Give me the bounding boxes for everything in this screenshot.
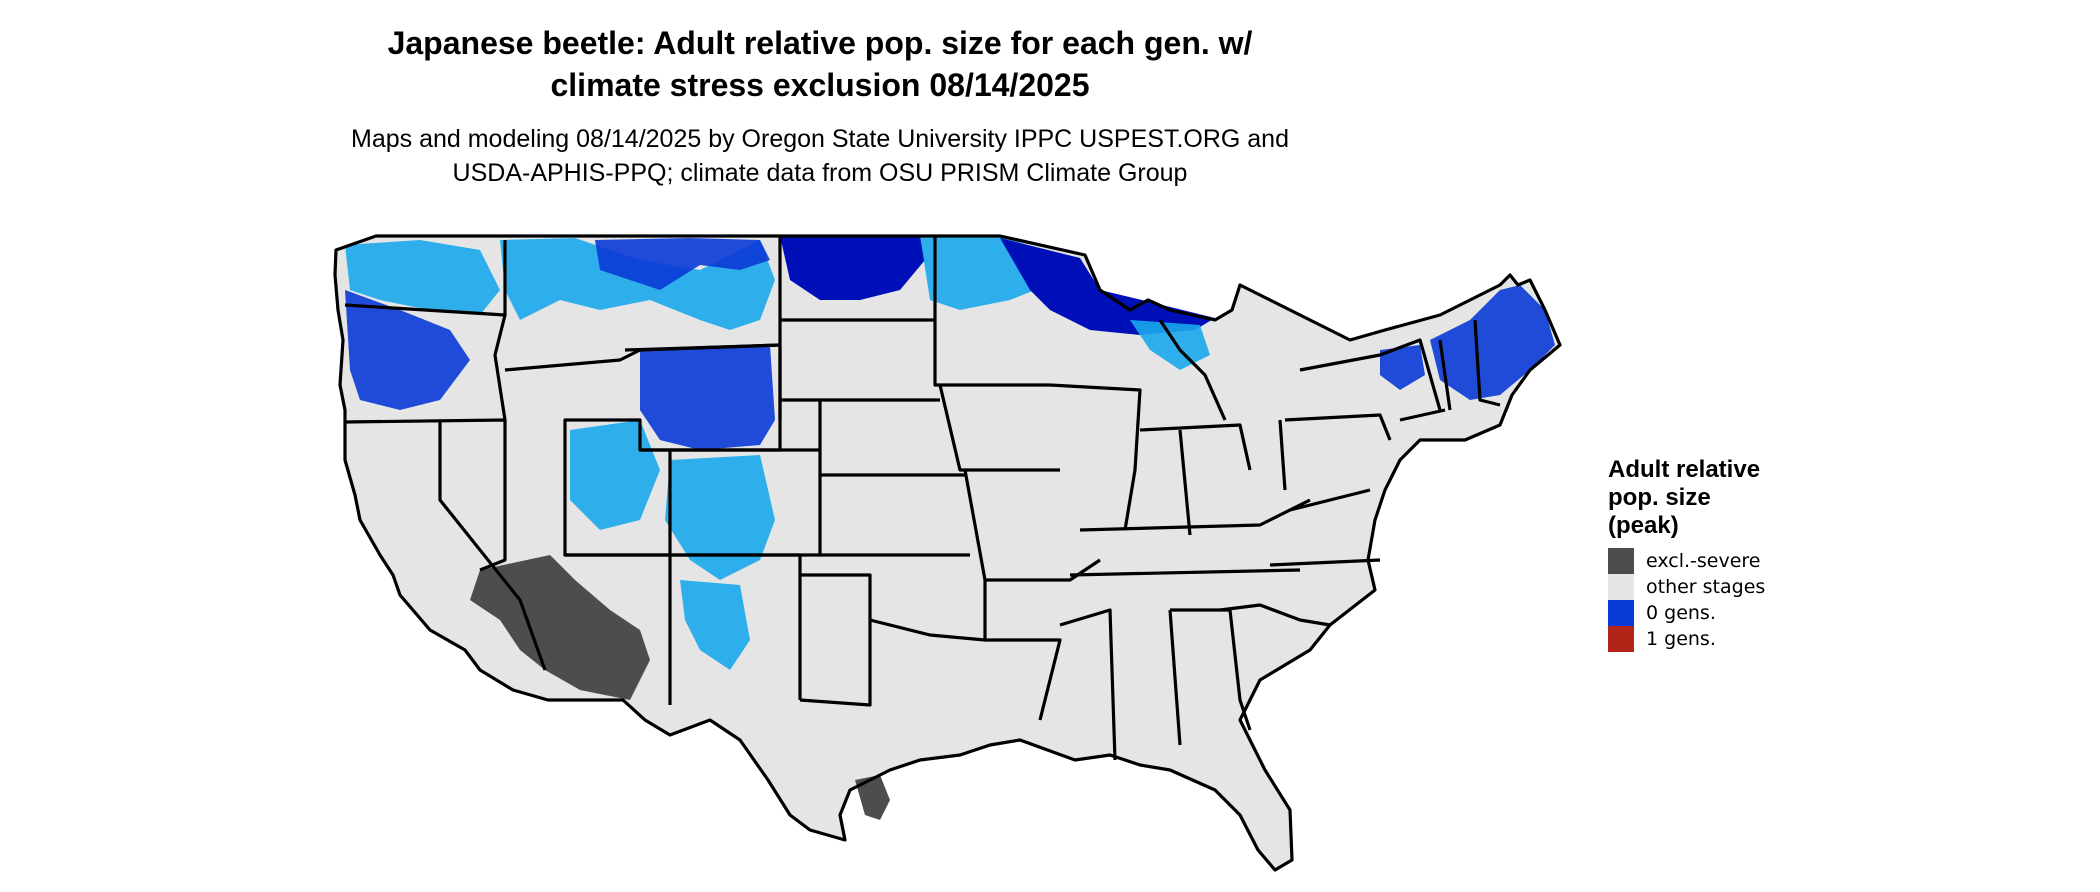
state-border-mi-lower: [1158, 319, 1227, 421]
legend-swatch-0-gens: [1608, 600, 1634, 626]
state-border-ca-nv-diag: [438, 422, 547, 671]
state-border-ga-fl: [1170, 608, 1252, 731]
blue-region-washington: [345, 240, 500, 315]
state-border-mn: [933, 236, 1050, 387]
state-border-in-oh: [1139, 423, 1252, 536]
legend-label-1-gens: 1 gens.: [1646, 628, 1716, 650]
legend-label-other-stages: other stages: [1646, 576, 1766, 598]
state-border-sc: [1219, 603, 1331, 627]
legend-label-excl-severe: excl.-severe: [1646, 550, 1761, 572]
blue-region-north-dakota-border: [780, 236, 925, 300]
blue-region-montana-northwest: [595, 238, 770, 290]
state-border-ia: [938, 384, 1060, 472]
map-title-line-2: climate stress exclusion 08/14/2025: [550, 67, 1090, 103]
blue-region-lake-superior-shore: [1000, 238, 1215, 335]
legend-title-line-1: Adult relative: [1608, 456, 1761, 483]
legend-item-1-gens: 1 gens.: [1608, 626, 1765, 652]
state-border-outline: [333, 234, 1562, 872]
legend-item-other-stages: other stages: [1608, 574, 1765, 600]
legend-title-line-2: pop. size: [1608, 484, 1711, 511]
state-border-tx: [799, 620, 872, 707]
us-map: [333, 234, 1562, 872]
legend-swatch-other-stages: [1608, 574, 1634, 600]
blue-region-northern-rockies: [500, 238, 775, 330]
legend-title-line-3: (peak): [1608, 512, 1679, 539]
map-subtitle: Maps and modeling 08/14/2025 by Oregon S…: [0, 122, 1640, 190]
state-border-ms-al: [1059, 608, 1182, 761]
map-subtitle-line-1: Maps and modeling 08/14/2025 by Oregon S…: [351, 125, 1289, 153]
blue-region-wyoming: [640, 345, 775, 450]
blue-region-oregon-cascades: [345, 290, 470, 410]
legend-swatch-1-gens: [1608, 626, 1634, 652]
legend-item-0-gens: 0 gens.: [1608, 600, 1765, 626]
state-border-ny: [1299, 338, 1446, 422]
blue-region-colorado-rockies: [665, 455, 775, 580]
blue-region-utah: [570, 420, 660, 530]
state-border-ne-ks: [820, 473, 970, 557]
map-title: Japanese beetle: Adult relative pop. siz…: [0, 22, 1640, 106]
state-border-wa-or: [344, 303, 506, 317]
state-border-wi-il: [1049, 383, 1142, 531]
state-border-oh-pa: [1278, 413, 1392, 491]
legend: Adult relative pop. size (peak) excl.-se…: [1608, 456, 1765, 652]
legend-items: excl.-severe other stages 0 gens. 1 gens…: [1608, 548, 1765, 652]
state-border-ar-la: [985, 638, 1062, 721]
state-border-new-england: [1438, 319, 1501, 411]
state-border-nd-sd: [780, 318, 940, 402]
blue-region-new-mexico: [680, 580, 750, 670]
legend-item-excl-severe: excl.-severe: [1608, 548, 1765, 574]
state-border-az-nm: [565, 553, 802, 705]
blue-region-adirondacks: [1380, 345, 1425, 390]
state-border-va-nc: [1269, 488, 1381, 567]
map-title-line-1: Japanese beetle: Adult relative pop. siz…: [387, 25, 1253, 61]
state-border-mo: [963, 469, 1101, 582]
blue-region-northern-new-england: [1430, 285, 1555, 400]
legend-label-0-gens: 0 gens.: [1646, 602, 1716, 624]
state-border-ok: [800, 573, 987, 642]
state-border-id-west: [493, 240, 507, 421]
map-subtitle-line-2: USDA-APHIS-PPQ; climate data from OSU PR…: [452, 159, 1188, 187]
legend-swatch-excl-severe: [1608, 548, 1634, 574]
legend-title: Adult relative pop. size (peak): [1608, 456, 1765, 540]
state-borders: [333, 234, 1562, 872]
excl-region-rio-grande: [855, 775, 890, 820]
population-layer-0-gens: [345, 236, 1555, 670]
blue-region-upper-michigan: [1130, 320, 1210, 370]
